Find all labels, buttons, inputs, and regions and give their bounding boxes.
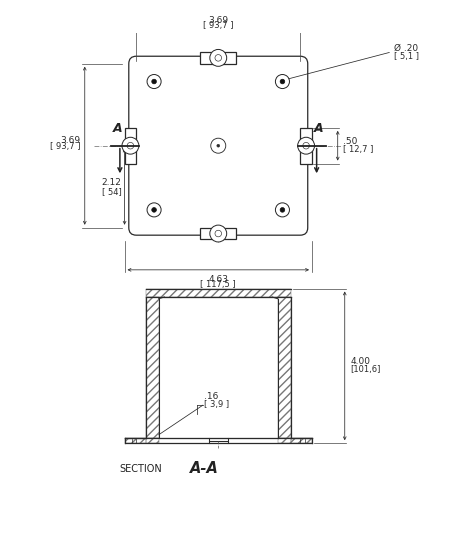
- Circle shape: [210, 225, 227, 242]
- Circle shape: [280, 208, 285, 212]
- Circle shape: [275, 74, 290, 89]
- Circle shape: [217, 144, 219, 147]
- Text: .16: .16: [204, 393, 218, 401]
- Text: .50: .50: [343, 137, 358, 147]
- Text: [ 3,9 ]: [ 3,9 ]: [204, 400, 229, 409]
- Bar: [278, 438, 291, 443]
- Text: 4.63: 4.63: [208, 276, 228, 285]
- Bar: [300, 128, 312, 164]
- Text: [ 93,7 ]: [ 93,7 ]: [50, 142, 80, 151]
- Circle shape: [303, 142, 310, 149]
- Text: [ 117,5 ]: [ 117,5 ]: [201, 280, 236, 289]
- Text: 4.00: 4.00: [350, 357, 370, 366]
- Bar: [146, 297, 159, 438]
- Text: A: A: [113, 123, 122, 135]
- Text: 2.12: 2.12: [101, 178, 121, 187]
- Text: A-A: A-A: [190, 461, 219, 477]
- Circle shape: [215, 230, 221, 237]
- Circle shape: [280, 79, 285, 84]
- Bar: [201, 228, 236, 239]
- Circle shape: [215, 55, 221, 61]
- Circle shape: [122, 137, 139, 154]
- Text: [ 54]: [ 54]: [101, 187, 121, 196]
- Circle shape: [127, 142, 134, 149]
- Circle shape: [152, 79, 156, 84]
- Text: Ø .20: Ø .20: [394, 44, 418, 53]
- Bar: [201, 52, 236, 64]
- Text: [ 12,7 ]: [ 12,7 ]: [343, 145, 374, 154]
- Text: 3.69: 3.69: [208, 16, 228, 25]
- Text: A: A: [314, 123, 324, 135]
- Bar: [125, 438, 146, 443]
- Circle shape: [147, 203, 161, 217]
- Circle shape: [152, 208, 156, 212]
- Text: [101,6]: [101,6]: [350, 365, 381, 374]
- Circle shape: [211, 138, 226, 153]
- Bar: [278, 297, 291, 438]
- Bar: [125, 128, 137, 164]
- Circle shape: [275, 203, 290, 217]
- Circle shape: [298, 137, 315, 154]
- Circle shape: [147, 74, 161, 89]
- Text: 3.69: 3.69: [60, 135, 80, 144]
- Text: [ 5,1 ]: [ 5,1 ]: [394, 52, 419, 61]
- Bar: [146, 438, 159, 443]
- Circle shape: [210, 49, 227, 66]
- Bar: [291, 438, 312, 443]
- Text: [ 93,7 ]: [ 93,7 ]: [203, 21, 234, 30]
- FancyBboxPatch shape: [129, 56, 308, 235]
- Bar: [146, 288, 291, 297]
- Text: SECTION: SECTION: [119, 464, 162, 474]
